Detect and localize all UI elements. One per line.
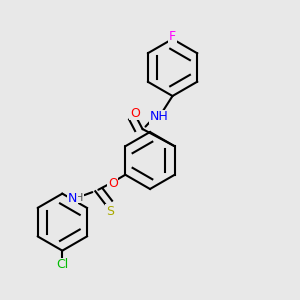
Text: H: H (75, 193, 83, 203)
Text: Cl: Cl (56, 258, 68, 271)
Text: F: F (169, 30, 176, 44)
Text: N: N (68, 192, 77, 205)
Text: O: O (108, 177, 118, 190)
Text: NH: NH (150, 110, 168, 124)
Text: S: S (106, 205, 114, 218)
Text: O: O (130, 106, 140, 120)
